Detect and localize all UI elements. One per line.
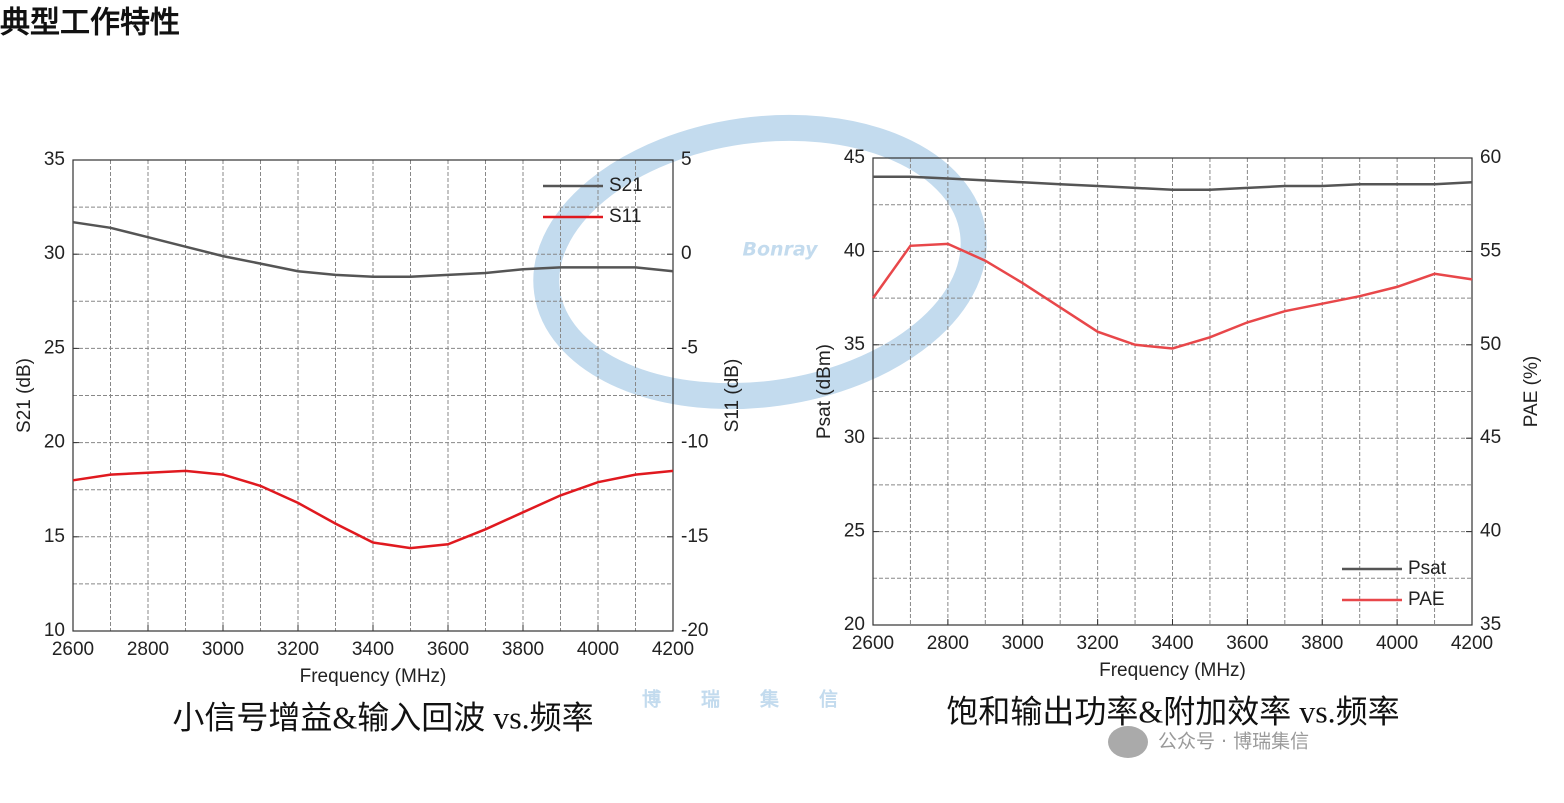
- x-axis-label: Frequency (MHz): [1099, 660, 1246, 681]
- x-tick-label: 3400: [352, 639, 394, 660]
- series-line: [72, 220, 674, 279]
- series-line: [871, 242, 1473, 350]
- legend-label: S21: [609, 175, 643, 196]
- plot-frame: [72, 159, 674, 632]
- x-tick-label: 3600: [1226, 633, 1268, 654]
- x-tick-label: 3000: [1002, 633, 1044, 654]
- series-line: [72, 469, 674, 550]
- legend-label: PAE: [1408, 589, 1445, 610]
- x-tick-label: 2600: [52, 639, 94, 660]
- y-tick-label: 45: [844, 147, 865, 168]
- account: 公众号 · 博瑞集信: [1108, 726, 1309, 758]
- y-tick-label: 35: [44, 149, 65, 170]
- y-tick-label: 35: [844, 334, 865, 355]
- x-tick-label: 3000: [202, 639, 244, 660]
- y-tick-label: 10: [44, 620, 65, 641]
- y2-tick-label: 40: [1480, 521, 1501, 542]
- y2-tick-label: -10: [681, 432, 708, 453]
- y-tick-label: 25: [844, 521, 865, 542]
- x-axis-label: Frequency (MHz): [300, 666, 447, 687]
- x-tick-label: 4000: [1376, 633, 1418, 654]
- chart-caption: 饱和输出功率&附加效率 vs.频率: [946, 693, 1399, 729]
- x-tick-label: 4000: [577, 639, 619, 660]
- chart-caption: 小信号增益&输入回波 vs.频率: [172, 699, 593, 735]
- y2-tick-label: 50: [1480, 334, 1501, 355]
- chart: 2600 2800 3000 3200 3400 3600 3800 4000 4200 10 15…: [14, 149, 743, 735]
- y2-tick-label: -5: [681, 337, 698, 358]
- watermark-text: 博瑞集信: [642, 688, 878, 711]
- y-tick-label: 40: [844, 240, 865, 261]
- y-axis-label: S21 (dB): [14, 358, 35, 433]
- x-tick-label: 3200: [1076, 633, 1118, 654]
- y2-axis-label: PAE (%): [1521, 356, 1542, 427]
- y2-tick-label: 5: [681, 149, 692, 170]
- y-tick-label: 25: [44, 337, 65, 358]
- chart: 2600 2800 3000 3200 3400 3600 3800 4000 4200 20 25…: [814, 147, 1542, 729]
- legend-label: Psat: [1408, 558, 1447, 579]
- y-tick-label: 30: [44, 243, 65, 264]
- y-tick-label: 15: [44, 526, 65, 547]
- y-axis-label: Psat (dBm): [814, 344, 835, 439]
- y2-tick-label: 45: [1480, 427, 1501, 448]
- x-tick-label: 4200: [652, 639, 694, 660]
- x-tick-label: 4200: [1451, 633, 1493, 654]
- x-tick-label: 3400: [1151, 633, 1193, 654]
- y-tick-label: 20: [44, 432, 65, 453]
- x-tick-label: 3800: [1301, 633, 1343, 654]
- plot-frame: [872, 157, 1473, 626]
- x-tick-label: 3800: [502, 639, 544, 660]
- x-tick-label: 3600: [427, 639, 469, 660]
- y2-tick-label: 35: [1480, 614, 1501, 635]
- page-title: 典型工作特性: [0, 6, 180, 41]
- y2-axis-label: S11 (dB): [722, 359, 743, 433]
- y2-tick-label: 55: [1480, 240, 1501, 261]
- x-tick-label: 2600: [852, 633, 894, 654]
- y2-tick-label: 0: [681, 243, 692, 264]
- y2-tick-label: 60: [1480, 147, 1501, 168]
- y-tick-label: 20: [844, 614, 865, 635]
- y-tick-label: 30: [844, 427, 865, 448]
- y2-tick-label: -20: [681, 620, 708, 641]
- account-text: 公众号 · 博瑞集信: [1158, 731, 1309, 753]
- logo-ring: [533, 114, 987, 410]
- legend-label: S11: [609, 206, 641, 227]
- watermark: Bonray 博瑞集信: [533, 114, 987, 711]
- series-line: [873, 175, 1473, 192]
- x-tick-label: 2800: [127, 639, 169, 660]
- account-icon: [1108, 726, 1148, 758]
- y2-tick-label: -15: [681, 526, 708, 547]
- logo-text: Bonray: [742, 239, 819, 261]
- x-tick-label: 3200: [277, 639, 319, 660]
- x-tick-label: 2800: [927, 633, 969, 654]
